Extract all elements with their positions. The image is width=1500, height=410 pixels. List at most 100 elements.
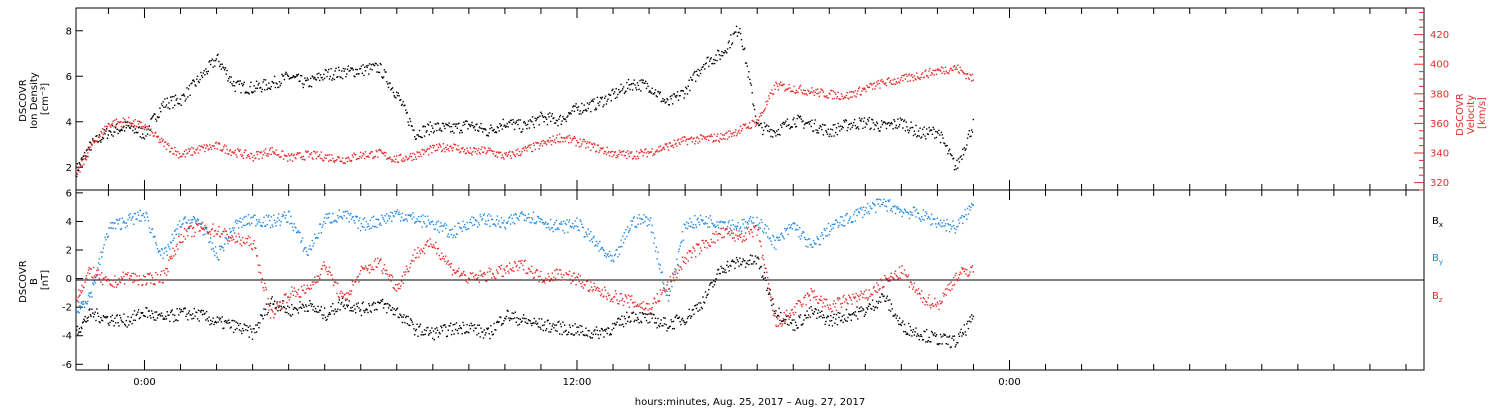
velocity-point: [261, 157, 263, 159]
density-point: [157, 116, 159, 119]
density-point: [820, 126, 822, 128]
density-point: [127, 124, 129, 127]
velocity-point: [149, 134, 151, 136]
by-point: [103, 244, 105, 246]
by-point: [318, 232, 320, 234]
bx-point: [916, 335, 918, 337]
bx-point: [699, 302, 702, 304]
velocity-point: [966, 73, 969, 75]
density-point: [880, 126, 882, 128]
velocity-point: [737, 131, 739, 133]
by-point: [392, 215, 395, 217]
by-point: [781, 232, 783, 234]
bx-point: [339, 309, 341, 311]
bz-point: [340, 290, 342, 293]
velocity-point: [698, 137, 700, 140]
by-point: [467, 228, 469, 230]
velocity-point: [105, 129, 107, 131]
velocity-point: [615, 157, 617, 159]
velocity-point: [415, 158, 417, 160]
velocity-point: [577, 141, 580, 144]
velocity-point: [613, 154, 615, 156]
density-point: [137, 131, 139, 134]
density-point: [758, 124, 761, 126]
bz-point: [210, 233, 212, 235]
bx-point: [946, 336, 948, 338]
bx-point: [683, 321, 685, 323]
bx-point: [182, 310, 184, 313]
by-point: [692, 223, 694, 226]
density-point: [858, 117, 861, 119]
bx-point: [835, 318, 837, 320]
by-point: [413, 216, 415, 218]
velocity-point: [867, 86, 869, 88]
bx-point: [432, 337, 434, 340]
bz-point: [161, 282, 164, 284]
velocity-point: [196, 149, 198, 151]
bx-point: [840, 319, 843, 321]
density-point: [739, 27, 741, 30]
density-point: [414, 138, 417, 140]
bx-point: [606, 332, 608, 335]
density-point: [497, 127, 499, 129]
density-point: [655, 95, 657, 97]
density-point: [471, 121, 473, 124]
bz-point: [192, 227, 194, 230]
by-point: [866, 212, 868, 214]
by-point: [865, 207, 867, 209]
by-point: [515, 214, 517, 216]
bx-point: [676, 317, 679, 319]
velocity-point: [865, 90, 867, 93]
bx-point: [945, 343, 947, 345]
by-point: [931, 223, 934, 225]
velocity-point: [248, 155, 250, 158]
density-point: [257, 84, 259, 86]
density-point: [187, 96, 189, 98]
velocity-point: [853, 91, 855, 94]
by-point: [228, 228, 231, 230]
bx-point: [263, 308, 265, 310]
density-point: [133, 132, 136, 134]
bx-point: [96, 308, 98, 310]
by-point: [607, 253, 609, 255]
density-point: [685, 86, 687, 88]
by-point: [278, 213, 280, 215]
by-point: [771, 243, 773, 246]
bx-point: [558, 320, 560, 323]
by-point: [170, 242, 173, 244]
by-point: [676, 258, 678, 260]
bx-point: [679, 321, 681, 323]
density-point: [565, 120, 567, 123]
bx-point: [955, 344, 957, 346]
bz-point: [145, 284, 147, 286]
velocity-point: [296, 152, 299, 154]
density-point: [420, 136, 422, 138]
by-point: [695, 226, 698, 228]
density-point: [438, 129, 440, 131]
bx-point: [188, 310, 191, 312]
by-point: [128, 216, 131, 219]
velocity-point: [754, 125, 757, 128]
by-point: [918, 217, 920, 219]
velocity-point: [948, 70, 951, 72]
density-point: [85, 149, 88, 152]
velocity-point: [786, 88, 789, 91]
velocity-point: [466, 147, 468, 149]
by-point: [303, 248, 305, 250]
bx-point: [881, 293, 884, 296]
by-point: [667, 294, 669, 296]
by-point: [635, 225, 637, 228]
density-point: [838, 125, 840, 128]
bz-point: [253, 239, 255, 242]
density-point: [701, 66, 703, 69]
by-point: [300, 241, 302, 243]
by-point: [722, 221, 725, 223]
density-point: [830, 128, 832, 130]
by-point: [379, 222, 381, 225]
bx-point: [600, 327, 603, 330]
density-point: [522, 121, 525, 124]
velocity-point: [939, 69, 941, 71]
density-point: [371, 69, 373, 71]
by-point: [382, 218, 385, 220]
by-point: [861, 209, 863, 211]
